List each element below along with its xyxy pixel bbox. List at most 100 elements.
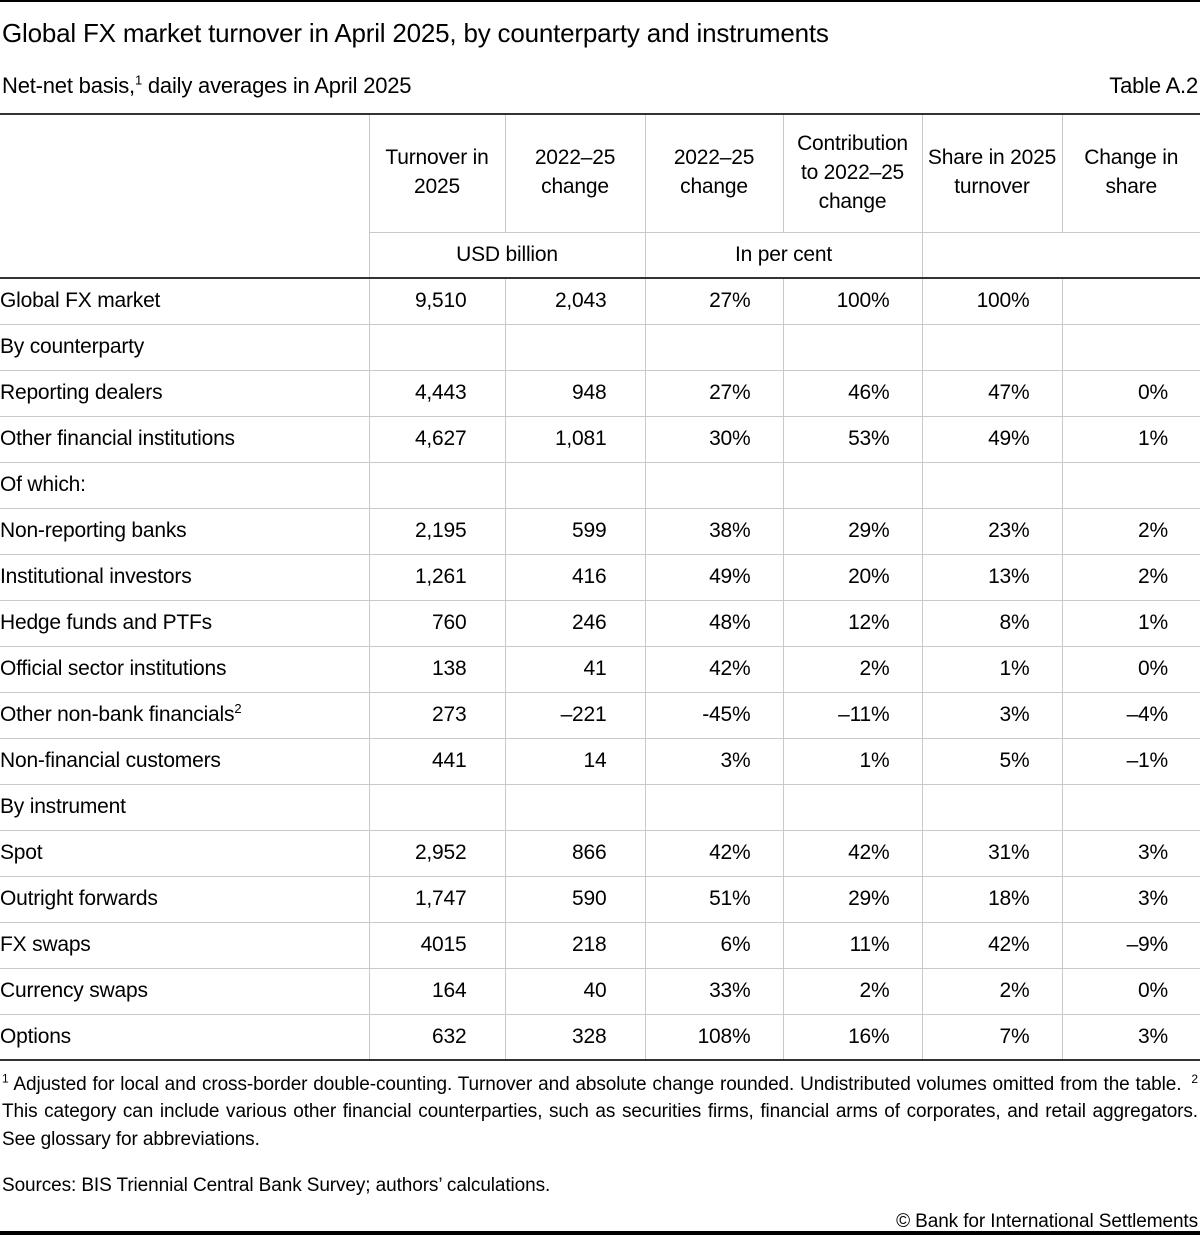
row-label: Options [0, 1014, 370, 1062]
cell-value: 948 [505, 370, 646, 417]
cell-value: 1% [783, 738, 923, 785]
table-row: Hedge funds and PTFs 760 246 48% 12% 8% 1% [0, 600, 1200, 647]
subtitle-row: Net-net basis,1 daily averages in April … [2, 73, 1198, 99]
cell-value: 29% [783, 876, 923, 923]
cell-value [505, 784, 646, 831]
cell-value: 3% [1062, 876, 1200, 923]
table-row: Currency swaps 164 40 33% 2% 2% 0% [0, 968, 1200, 1015]
row-label: Non-reporting banks [0, 508, 370, 555]
subtitle-footnote-ref: 1 [134, 72, 142, 88]
cell-value: 100% [922, 278, 1063, 325]
cell-value: 2,195 [369, 508, 506, 555]
table-header: Turnover in 2025 2022–25 change 2022–25 … [0, 115, 1200, 280]
row-label: Reporting dealers [0, 370, 370, 417]
cell-value: 12% [783, 600, 923, 647]
cell-value: 246 [505, 600, 646, 647]
column-header-contribution: Contribution to 2022–25 change [783, 115, 923, 233]
table-row: Spot 2,952 866 42% 42% 31% 3% [0, 830, 1200, 877]
row-label: Global FX market [0, 278, 370, 325]
cell-value: 2% [783, 968, 923, 1015]
copyright-line: © Bank for International Settlements [896, 1210, 1198, 1232]
cell-value: 164 [369, 968, 506, 1015]
cell-value: 100% [783, 278, 923, 325]
table-title: Global FX market turnover in April 2025,… [2, 18, 829, 48]
cell-value: 53% [783, 416, 923, 463]
cell-value: 42% [922, 922, 1063, 969]
cell-value [922, 324, 1063, 371]
subtitle-text: Net-net basis, [2, 73, 135, 99]
column-header-turnover: Turnover in 2025 [369, 115, 506, 233]
footnote-2-marker: 2 [1191, 1071, 1198, 1086]
cell-value [505, 462, 646, 509]
table-row: By counterparty [0, 324, 1200, 371]
cell-value: 30% [645, 416, 784, 463]
unit-empty [922, 232, 1200, 280]
cell-value: –9% [1062, 922, 1200, 969]
row-label: Spot [0, 830, 370, 877]
cell-value: 328 [505, 1014, 646, 1062]
cell-value: -45% [645, 692, 784, 739]
cell-value: 4,627 [369, 416, 506, 463]
cell-value: 6% [645, 922, 784, 969]
cell-value: 46% [783, 370, 923, 417]
column-header-row: Turnover in 2025 2022–25 change 2022–25 … [0, 115, 1200, 280]
cell-value: 1,747 [369, 876, 506, 923]
subtitle-text-suffix: daily averages in April 2025 [141, 73, 412, 99]
cell-value [922, 784, 1063, 831]
cell-value: 3% [645, 738, 784, 785]
column-header-change-in-share: Change in share [1062, 115, 1200, 233]
cell-value: 0% [1062, 646, 1200, 693]
table-row: Options 632 328 108% 16% 7% 3% [0, 1014, 1200, 1062]
table-row: Other non-bank financials2 273 –221 -45% –11… [0, 692, 1200, 739]
cell-value: 3% [1062, 830, 1200, 877]
cell-value: 0% [1062, 968, 1200, 1015]
cell-value: 7% [922, 1014, 1063, 1062]
cell-value: 33% [645, 968, 784, 1015]
table-row: Reporting dealers 4,443 948 27% 46% 47% 0% [0, 370, 1200, 417]
row-label: By instrument [0, 784, 370, 831]
table-row: By instrument [0, 784, 1200, 831]
cell-value: 2% [1062, 508, 1200, 555]
corner-cell [0, 115, 370, 280]
footnote-1-marker: 1 [2, 1071, 9, 1086]
cell-value: 0% [1062, 370, 1200, 417]
cell-value: 11% [783, 922, 923, 969]
cell-value: 3% [922, 692, 1063, 739]
row-label: Of which: [0, 462, 370, 509]
cell-value: 31% [922, 830, 1063, 877]
cell-value [783, 462, 923, 509]
cell-value: 8% [922, 600, 1063, 647]
sources-line: Sources: BIS Triennial Central Bank Surv… [2, 1174, 551, 1196]
column-header-change-usd: 2022–25 change [505, 115, 646, 233]
cell-value: –4% [1062, 692, 1200, 739]
cell-value: 51% [645, 876, 784, 923]
cell-value [1062, 324, 1200, 371]
row-label: Official sector institutions [0, 646, 370, 693]
cell-value: 590 [505, 876, 646, 923]
cell-value: 47% [922, 370, 1063, 417]
table-row: Non-reporting banks 2,195 599 38% 29% 23% 2% [0, 508, 1200, 555]
table-row: FX swaps 4015 218 6% 11% 42% –9% [0, 922, 1200, 969]
column-header-share: Share in 2025 turnover [922, 115, 1063, 233]
cell-value: 4,443 [369, 370, 506, 417]
cell-value: –1% [1062, 738, 1200, 785]
cell-value [1062, 462, 1200, 509]
top-rule [0, 0, 1200, 2]
cell-value: 2% [1062, 554, 1200, 601]
cell-value: 2% [922, 968, 1063, 1015]
table-row: Institutional investors 1,261 416 49% 20% 13%… [0, 554, 1200, 601]
cell-value: –221 [505, 692, 646, 739]
cell-value: 49% [922, 416, 1063, 463]
cell-value: 416 [505, 554, 646, 601]
cell-value: 2,952 [369, 830, 506, 877]
bottom-rule [0, 1231, 1200, 1235]
table-row: Non-financial customers 441 14 3% 1% 5% –1% [0, 738, 1200, 785]
table-subtitle: Net-net basis,1 daily averages in April … [2, 72, 412, 99]
row-label: Hedge funds and PTFs [0, 600, 370, 647]
cell-value [645, 784, 784, 831]
cell-value: 16% [783, 1014, 923, 1062]
cell-value: 1,261 [369, 554, 506, 601]
cell-value [369, 324, 506, 371]
fx-turnover-table: Turnover in 2025 2022–25 change 2022–25 … [0, 115, 1200, 1062]
